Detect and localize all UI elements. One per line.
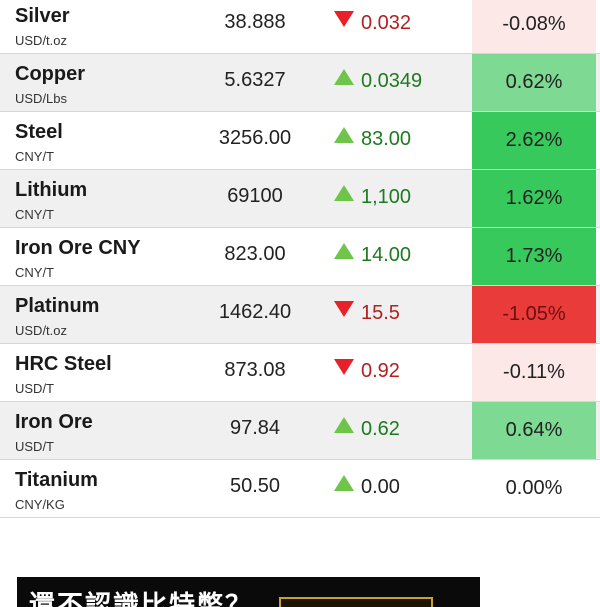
triangle-up-icon xyxy=(334,127,354,143)
percent-change-cell: 1.73% xyxy=(472,228,596,285)
commodity-name: Copper xyxy=(15,63,85,85)
commodity-price: 38.888 xyxy=(224,11,286,33)
commodity-unit: USD/T xyxy=(15,439,54,454)
percent-change-cell: -1.05% xyxy=(472,286,596,343)
banner-text: 還不認識比特幣？ xyxy=(29,590,254,607)
banner-button-graphic[interactable] xyxy=(279,597,433,607)
commodity-name: Steel xyxy=(15,121,63,143)
commodity-price: 50.50 xyxy=(229,475,281,497)
price-change-value: 0.62 xyxy=(361,418,400,440)
triangle-down-icon xyxy=(334,301,354,317)
price-change: 0.00 xyxy=(334,475,400,499)
price-change-value: 14.00 xyxy=(361,244,412,266)
price-change-value: 0.92 xyxy=(361,360,400,382)
percent-change-cell: 0.00% xyxy=(505,477,563,499)
price-change-value: 15.5 xyxy=(361,302,400,324)
price-change: 0.92 xyxy=(334,359,400,383)
price-change-value: 1,100 xyxy=(361,186,412,208)
commodity-name: Silver xyxy=(15,5,70,27)
commodity-name: Platinum xyxy=(15,295,100,317)
table-row[interactable]: Platinum USD/t.oz 1462.40 15.5 -1.05% xyxy=(0,286,600,344)
commodity-price: 1462.40 xyxy=(218,301,292,323)
percent-change-cell: -0.11% xyxy=(472,344,596,401)
triangle-up-icon xyxy=(334,243,354,259)
price-change: 1,100 xyxy=(334,185,411,209)
triangle-up-icon xyxy=(334,69,354,85)
price-change-value: 83.00 xyxy=(361,128,412,150)
price-change: 0.62 xyxy=(334,417,400,441)
price-change-value: 0.0349 xyxy=(361,70,423,92)
triangle-up-icon xyxy=(334,475,354,491)
commodity-unit: USD/t.oz xyxy=(15,33,68,48)
table-row[interactable]: Iron Ore CNY CNY/T 823.00 14.00 1.73% xyxy=(0,228,600,286)
commodity-price: 3256.00 xyxy=(218,127,292,149)
commodity-price: 873.08 xyxy=(224,359,286,381)
price-change-value: 0.00 xyxy=(361,476,400,498)
price-change: 15.5 xyxy=(334,301,400,325)
table-row[interactable]: HRC Steel USD/T 873.08 0.92 -0.11% xyxy=(0,344,600,402)
commodity-unit: CNY/KG xyxy=(15,497,65,512)
commodity-name: HRC Steel xyxy=(15,353,112,375)
triangle-up-icon xyxy=(334,417,354,433)
price-change: 83.00 xyxy=(334,127,411,151)
percent-change-cell: 0.62% xyxy=(472,54,596,111)
table-row[interactable]: Iron Ore USD/T 97.84 0.62 0.64% xyxy=(0,402,600,460)
commodity-unit: USD/T xyxy=(15,381,54,396)
percent-change-cell: 1.62% xyxy=(472,170,596,227)
commodity-unit: USD/Lbs xyxy=(15,91,68,106)
percent-change-cell: -0.08% xyxy=(472,0,596,53)
commodity-name: Lithium xyxy=(15,179,88,201)
table-row[interactable]: Lithium CNY/T 69100 1,100 1.62% xyxy=(0,170,600,228)
triangle-up-icon xyxy=(334,185,354,201)
table-row[interactable]: Silver USD/t.oz 38.888 0.032 -0.08% xyxy=(0,0,600,54)
commodity-price: 823.00 xyxy=(224,243,286,265)
commodity-unit: CNY/T xyxy=(15,265,54,280)
table-row[interactable]: Titanium CNY/KG 50.50 0.00 0.00% xyxy=(0,460,600,518)
price-change-value: 0.032 xyxy=(361,12,412,34)
price-change: 0.0349 xyxy=(334,69,422,93)
percent-change-cell: 2.62% xyxy=(472,112,596,169)
commodity-unit: USD/t.oz xyxy=(15,323,68,338)
commodity-price: 5.6327 xyxy=(224,69,286,91)
price-change: 14.00 xyxy=(334,243,411,267)
commodity-name: Iron Ore CNY xyxy=(15,237,141,259)
triangle-down-icon xyxy=(334,359,354,375)
commodity-name: Titanium xyxy=(15,469,98,491)
commodity-price: 97.84 xyxy=(229,417,281,439)
commodity-unit: CNY/T xyxy=(15,149,54,164)
price-change: 0.032 xyxy=(334,11,411,35)
commodity-name: Iron Ore xyxy=(15,411,93,433)
percent-change-cell: 0.64% xyxy=(472,402,596,459)
ad-banner[interactable]: 還不認識比特幣？ xyxy=(17,577,480,607)
commodity-price: 69100 xyxy=(227,185,283,207)
triangle-down-icon xyxy=(334,11,354,27)
commodity-price-table: Silver USD/t.oz 38.888 0.032 -0.08% Copper USD… xyxy=(0,0,600,518)
table-row[interactable]: Steel CNY/T 3256.00 83.00 2.62% xyxy=(0,112,600,170)
commodity-unit: CNY/T xyxy=(15,207,54,222)
table-row[interactable]: Copper USD/Lbs 5.6327 0.0349 0.62% xyxy=(0,54,600,112)
